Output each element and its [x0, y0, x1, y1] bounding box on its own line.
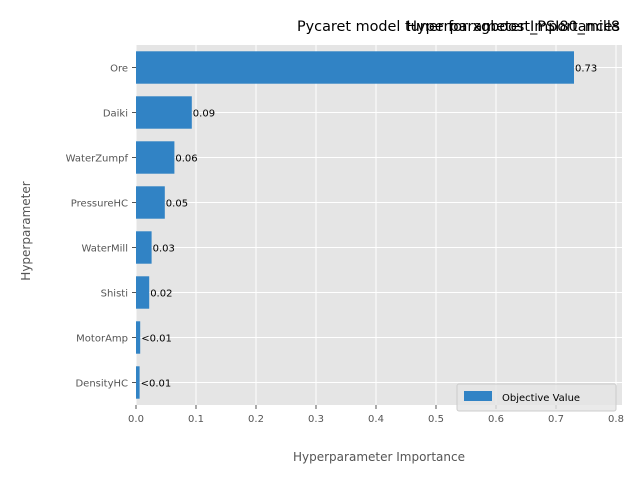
x-tick-label: 0.2: [248, 414, 264, 425]
x-tick-label: 0.4: [368, 414, 384, 425]
data-label-watermill: 0.03: [153, 244, 175, 255]
y-tick-label-daiki: Daiki: [103, 109, 128, 120]
x-axis-ticks: 0.0 0.1 0.2 0.3 0.4 0.5 0.6 0.7 0.8: [128, 405, 624, 425]
y-tick-label-waterzumpf: WaterZumpf: [66, 154, 129, 165]
bar-watermill: [136, 231, 152, 264]
y-tick-label-shisti: Shisti: [101, 289, 128, 300]
x-tick-label: 0.7: [548, 414, 564, 425]
bar-shisti: [136, 276, 150, 309]
x-tick-label: 0.5: [428, 414, 444, 425]
x-axis-title: Hyperparameter Importance: [293, 450, 465, 464]
data-label-waterzumpf: 0.06: [175, 154, 197, 165]
bar-ore: [136, 51, 574, 84]
legend: Objective Value: [456, 383, 617, 412]
data-label-daiki: 0.09: [193, 109, 215, 120]
x-tick-label: 0.6: [488, 414, 504, 425]
y-tick-label-densityhc: DensityHC: [75, 379, 128, 390]
y-axis-title: Hyperparameter: [19, 181, 33, 280]
data-label-motoramp: <0.01: [141, 334, 172, 345]
grid-lines: [135, 45, 622, 405]
bar-pressurehc: [136, 186, 165, 219]
data-label-ore: 0.73: [575, 64, 597, 75]
legend-swatch: [464, 391, 492, 401]
data-labels: 0.73 0.09 0.06 0.05 0.03 0.02 <0.01 <0.01: [141, 64, 598, 390]
data-label-pressurehc: 0.05: [166, 199, 188, 210]
x-tick-label: 0.0: [128, 414, 144, 425]
chart-subtitle: Pycaret model tuner for xgboost_PSI80_mi…: [297, 19, 620, 35]
bar-motoramp: [136, 321, 141, 354]
x-tick-label: 0.3: [308, 414, 324, 425]
x-tick-label: 0.8: [608, 414, 624, 425]
x-tick-label: 0.1: [188, 414, 204, 425]
data-label-densityhc: <0.01: [141, 379, 172, 390]
legend-box: [456, 383, 617, 412]
y-tick-label-motoramp: MotorAmp: [76, 334, 128, 345]
y-tick-label-pressurehc: PressureHC: [71, 199, 128, 210]
y-axis-ticks: Ore Daiki WaterZumpf PressureHC WaterMill Shi…: [66, 64, 136, 390]
bars: [136, 51, 574, 399]
plot-area: [136, 45, 622, 405]
chart-title: Hyperparameter Importances: [406, 19, 620, 35]
y-tick-label-watermill: WaterMill: [81, 244, 128, 255]
bar-densityhc: [136, 366, 140, 399]
y-tick-label-ore: Ore: [110, 64, 128, 75]
bar-daiki: [136, 96, 192, 129]
legend-label: Objective Value: [502, 393, 580, 404]
bar-waterzumpf: [136, 141, 175, 174]
data-label-shisti: 0.02: [150, 289, 172, 300]
